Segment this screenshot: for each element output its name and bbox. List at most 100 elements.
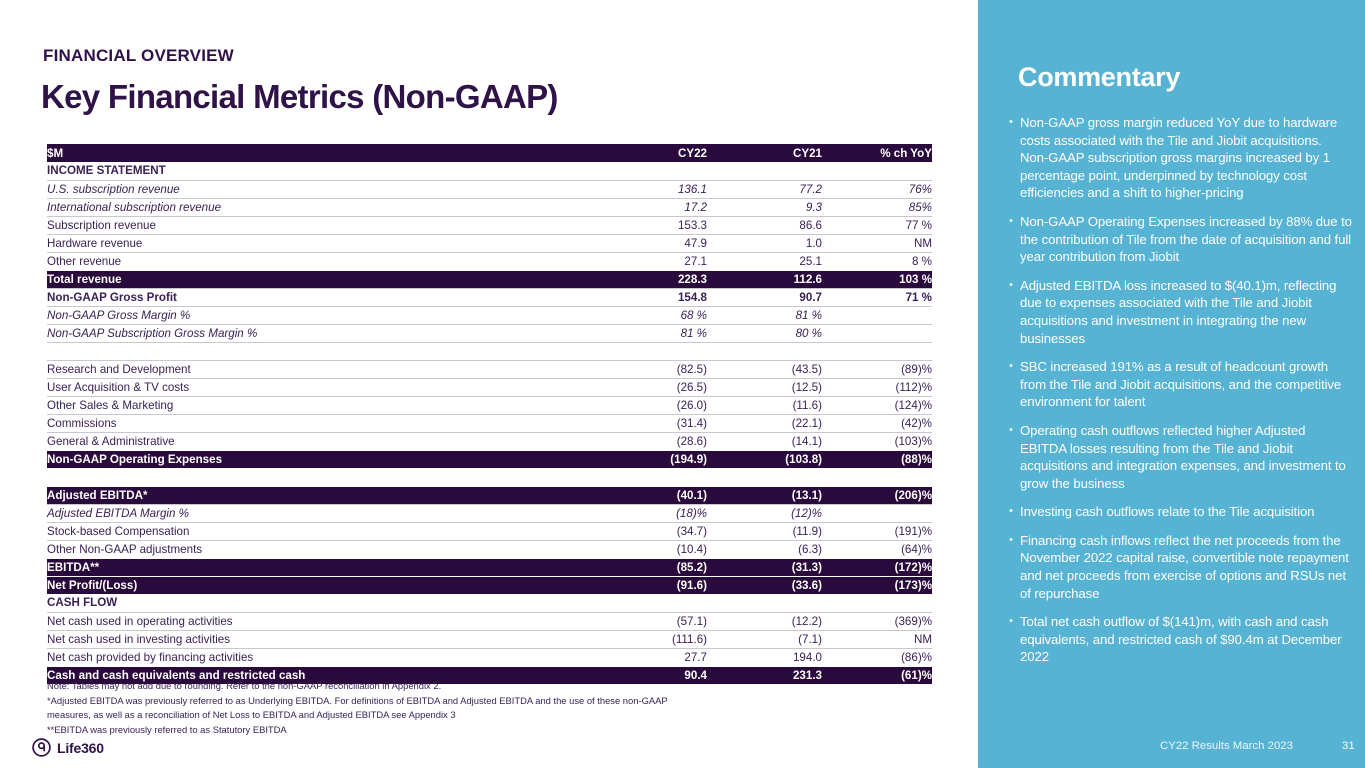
- row-label: Other Sales & Marketing: [47, 395, 592, 414]
- row-value-cy22: 27.7: [592, 647, 707, 666]
- column-header-yoy: % ch YoY: [822, 144, 932, 162]
- row-value-cy22: (85.2): [592, 557, 707, 576]
- row-value-yoy: NM: [822, 233, 932, 252]
- row-value-yoy: (42)%: [822, 413, 932, 432]
- row-label: Hardware revenue: [47, 233, 592, 252]
- row-value-cy21: 90.7: [707, 287, 822, 306]
- row-value-cy22: (34.7): [592, 521, 707, 540]
- row-value-cy21: (14.1): [707, 431, 822, 450]
- row-label: Non-GAAP Gross Profit: [47, 287, 592, 306]
- page-title: Key Financial Metrics (Non-GAAP): [41, 78, 558, 115]
- commentary-item: • Investing cash outflows relate to the T…: [1002, 503, 1352, 521]
- row-value-cy22: (194.9): [592, 449, 707, 468]
- table-row: Other Sales & Marketing (26.0) (11.6) (124)…: [47, 395, 932, 414]
- life360-logo-icon: [32, 738, 51, 757]
- row-value-cy22: (111.6): [592, 629, 707, 648]
- row-value-cy21: 1.0: [707, 233, 822, 252]
- table-row: Net cash used in operating activities (57…: [47, 611, 932, 630]
- bullet-icon: •: [1009, 278, 1013, 291]
- row-value-yoy: (206)%: [822, 485, 932, 504]
- commentary-item: • Operating cash outflows reflected highe…: [1002, 422, 1352, 492]
- row-label: CASH FLOW: [47, 594, 592, 612]
- row-value-yoy: [822, 503, 932, 522]
- bullet-icon: •: [1009, 423, 1013, 436]
- footnote-line: *Adjusted EBITDA was previously referred…: [47, 694, 668, 706]
- row-value-cy21: 194.0: [707, 647, 822, 666]
- row-value-yoy: [822, 323, 932, 342]
- row-label: Cash and cash equivalents and restricted…: [47, 665, 592, 684]
- table-row: Non-GAAP Gross Profit 154.8 90.7 71 %: [47, 287, 932, 306]
- row-label: User Acquisition & TV costs: [47, 377, 592, 396]
- row-value-yoy: (124)%: [822, 395, 932, 414]
- row-value-yoy: (103)%: [822, 431, 932, 450]
- commentary-item: • Total net cash outflow of $(141)m, with…: [1002, 613, 1352, 666]
- row-value-cy21: 9.3: [707, 197, 822, 216]
- row-value-yoy: [822, 468, 932, 486]
- table-row: U.S. subscription revenue 136.1 77.2 76%: [47, 179, 932, 198]
- row-value-yoy: (172)%: [822, 557, 932, 576]
- row-value-cy22: 136.1: [592, 179, 707, 198]
- table-head: $M CY22 CY21 % ch YoY: [47, 144, 932, 162]
- bullet-icon: •: [1009, 533, 1013, 546]
- row-value-yoy: (86)%: [822, 647, 932, 666]
- table-row: Net cash provided by financing activitie…: [47, 647, 932, 666]
- commentary-text: Non-GAAP gross margin reduced YoY due to…: [1020, 115, 1338, 201]
- row-label: Net Profit/(Loss): [47, 575, 592, 594]
- commentary-item: • Non-GAAP Operating Expenses increased b…: [1002, 213, 1352, 266]
- key-financial-metrics-table: $M CY22 CY21 % ch YoY INCOME STATEMENT U.…: [47, 144, 932, 684]
- commentary-text: SBC increased 191% as a result of headco…: [1020, 359, 1342, 410]
- row-value-cy21: 25.1: [707, 251, 822, 270]
- row-value-cy22: (91.6): [592, 575, 707, 594]
- row-value-cy22: (82.5): [592, 359, 707, 378]
- row-value-cy22: [592, 468, 707, 486]
- table-row: Non-GAAP Gross Margin % 68 % 81 %: [47, 305, 932, 324]
- section-eyebrow: FINANCIAL OVERVIEW: [43, 46, 234, 65]
- footer-deck-label-wrap: CY22 Results March 2023: [1160, 740, 1360, 752]
- row-value-cy21: [707, 594, 822, 612]
- row-value-cy22: (57.1): [592, 611, 707, 630]
- table-row: Adjusted EBITDA Margin % (18)% (12)%: [47, 503, 932, 522]
- commentary-title: Commentary: [1018, 62, 1181, 92]
- row-label: Adjusted EBITDA Margin %: [47, 503, 592, 522]
- row-value-yoy: (64)%: [822, 539, 932, 558]
- row-value-cy22: (10.4): [592, 539, 707, 558]
- table-row: CASH FLOW: [47, 594, 932, 612]
- table-row: Non-GAAP Subscription Gross Margin % 81 %…: [47, 323, 932, 342]
- row-value-cy21: (11.6): [707, 395, 822, 414]
- row-value-cy21: (31.3): [707, 557, 822, 576]
- row-value-cy21: (12.2): [707, 611, 822, 630]
- row-value-cy21: [707, 468, 822, 486]
- row-label: Research and Development: [47, 359, 592, 378]
- table-row: [47, 468, 932, 486]
- table-row: Stock-based Compensation (34.7) (11.9) (191…: [47, 521, 932, 540]
- table-row: INCOME STATEMENT: [47, 162, 932, 180]
- row-label: [47, 341, 592, 360]
- table-row: Net cash used in investing activities (11…: [47, 629, 932, 648]
- table-body: INCOME STATEMENT U.S. subscription revenu…: [47, 162, 932, 684]
- commentary-text: Investing cash outflows relate to the Ti…: [1020, 504, 1315, 520]
- row-value-cy21: 86.6: [707, 215, 822, 234]
- table-header-row: $M CY22 CY21 % ch YoY: [47, 144, 932, 162]
- row-label: INCOME STATEMENT: [47, 162, 592, 180]
- row-label: Subscription revenue: [47, 215, 592, 234]
- row-value-yoy: [822, 162, 932, 180]
- commentary-text: Non-GAAP Operating Expenses increased by…: [1020, 213, 1352, 265]
- commentary-text: Financing cash inflows reflect the net p…: [1020, 532, 1349, 601]
- table-row: Cash and cash equivalents and restricted…: [47, 665, 932, 684]
- row-value-cy22: (18)%: [592, 503, 707, 522]
- row-label: Non-GAAP Subscription Gross Margin %: [47, 323, 592, 342]
- commentary-item: • Non-GAAP gross margin reduced YoY due t…: [1002, 114, 1352, 202]
- row-value-cy21: [707, 162, 822, 180]
- row-value-yoy: (173)%: [822, 575, 932, 594]
- bullet-icon: •: [1009, 505, 1013, 518]
- table-row: Commissions (31.4) (22.1) (42)%: [47, 413, 932, 432]
- table-row: International subscription revenue 17.2 9.…: [47, 197, 932, 216]
- commentary-item: • Adjusted EBITDA loss increased to $(40.…: [1002, 277, 1352, 347]
- row-value-cy22: 228.3: [592, 269, 707, 288]
- row-value-yoy: (369)%: [822, 611, 932, 630]
- footnote-line: Note: Tables may not add due to rounding…: [47, 680, 442, 691]
- table-row: Other Non-GAAP adjustments (10.4) (6.3) (64…: [47, 539, 932, 558]
- row-value-yoy: 77 %: [822, 215, 932, 234]
- row-value-cy21: (7.1): [707, 629, 822, 648]
- column-header-cy22: CY22: [592, 144, 707, 162]
